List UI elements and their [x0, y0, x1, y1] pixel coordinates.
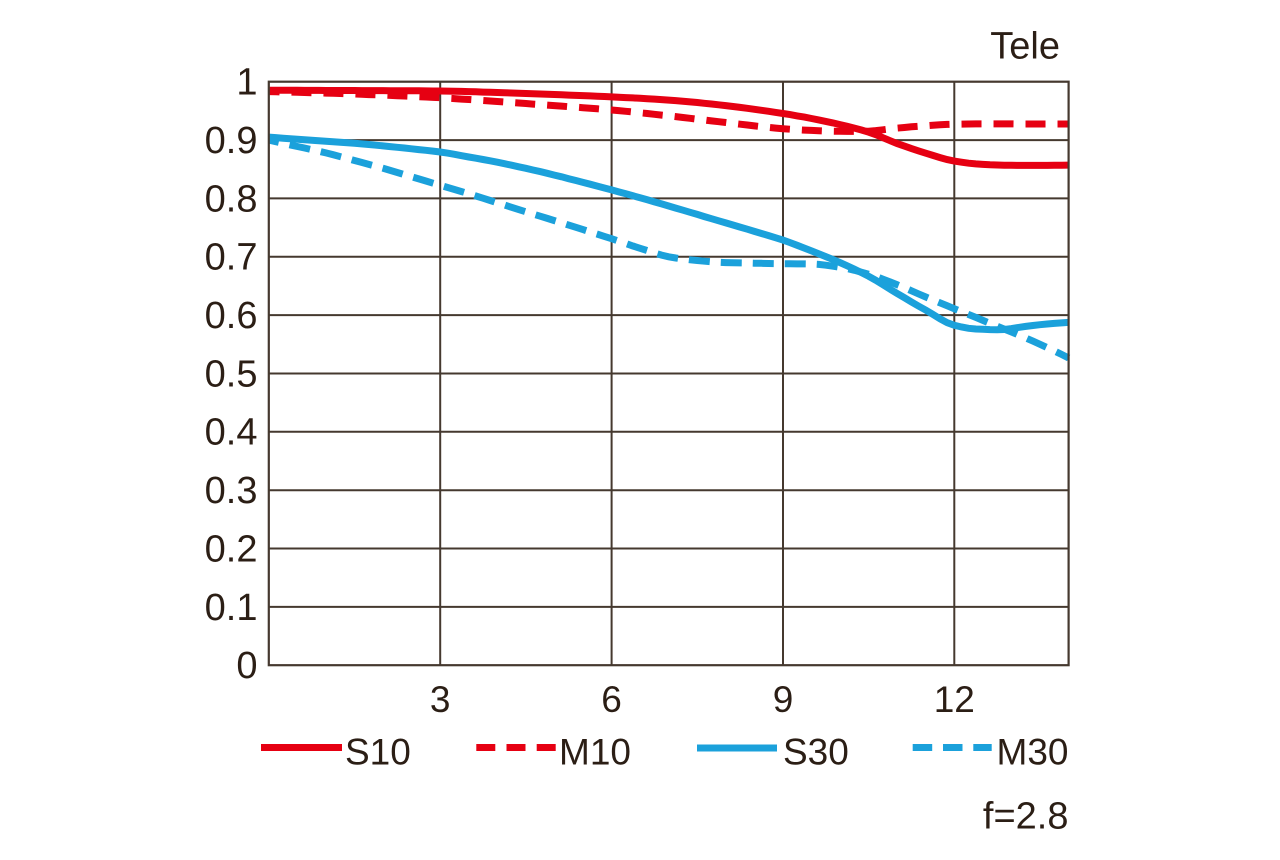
- svg-text:0.8: 0.8: [205, 178, 258, 220]
- svg-text:0.7: 0.7: [205, 237, 258, 279]
- svg-text:12: 12: [934, 679, 975, 720]
- svg-text:0.4: 0.4: [205, 412, 258, 454]
- svg-text:0.1: 0.1: [205, 587, 258, 629]
- svg-text:Tele: Tele: [990, 26, 1060, 68]
- svg-text:0.2: 0.2: [205, 528, 258, 570]
- svg-text:S10: S10: [345, 731, 411, 772]
- svg-text:6: 6: [601, 679, 622, 720]
- svg-text:9: 9: [773, 679, 794, 720]
- svg-text:0: 0: [236, 645, 257, 687]
- svg-text:0.9: 0.9: [205, 120, 258, 162]
- svg-text:0.3: 0.3: [205, 470, 258, 512]
- svg-text:M10: M10: [559, 731, 631, 772]
- svg-text:3: 3: [430, 679, 451, 720]
- svg-text:f=2.8: f=2.8: [983, 796, 1069, 838]
- svg-text:1: 1: [236, 62, 257, 104]
- svg-text:0.6: 0.6: [205, 295, 258, 337]
- svg-text:S30: S30: [783, 731, 849, 772]
- svg-text:M30: M30: [997, 731, 1069, 772]
- svg-text:0.5: 0.5: [205, 353, 258, 395]
